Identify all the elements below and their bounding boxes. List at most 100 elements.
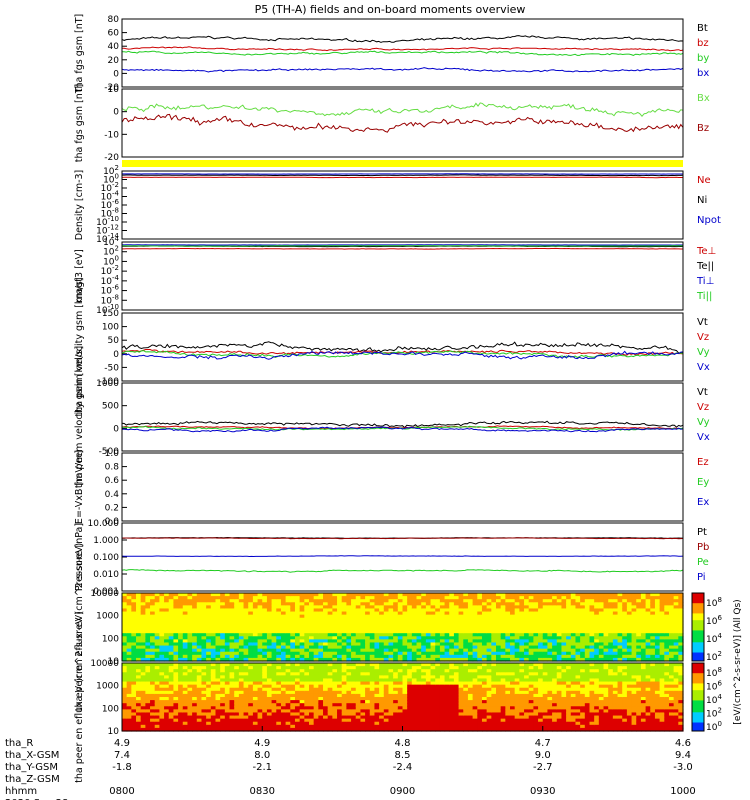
heatmap-cell (178, 687, 184, 692)
heatmap-cell (598, 623, 605, 628)
heatmap-cell (294, 630, 301, 634)
heatmap-cell (206, 623, 212, 628)
heatmap-cell (136, 663, 142, 667)
heatmap-cell (379, 700, 385, 704)
heatmap-cell (491, 617, 497, 622)
heatmap-cell (266, 697, 273, 701)
heatmap-cell (294, 675, 301, 680)
heatmap-cell (528, 596, 534, 600)
heatmap-cell (421, 690, 427, 695)
heatmap-cell (262, 700, 268, 704)
heatmap-cell (369, 645, 376, 650)
heatmap-cell (365, 687, 371, 692)
heatmap-cell (472, 666, 478, 670)
heatmap-cell (215, 724, 221, 729)
heatmap-cell (299, 596, 305, 600)
heatmap-cell (640, 630, 647, 634)
heatmap-cell (491, 672, 497, 676)
heatmap-cell (360, 633, 366, 637)
series-line-Vy (121, 425, 684, 431)
heatmap-cell (252, 636, 259, 640)
heatmap-cell (505, 602, 511, 606)
heatmap-cell (397, 700, 404, 704)
heatmap-cell (411, 617, 418, 622)
heatmap-cell (650, 648, 656, 653)
heatmap-cell (491, 706, 497, 710)
heatmap-cell (192, 602, 198, 606)
heatmap-cell (280, 697, 287, 701)
heatmap-cell (631, 593, 637, 597)
heatmap-cell (327, 639, 333, 644)
heatmap-cell (369, 700, 376, 704)
heatmap-cell (528, 721, 534, 726)
heatmap-cell (467, 620, 474, 625)
heatmap-cell (248, 693, 254, 698)
heatmap-cell (519, 663, 525, 667)
heatmap-cell (294, 663, 301, 667)
heatmap-cell (224, 617, 231, 622)
heatmap-cell (538, 724, 544, 729)
heatmap-cell (524, 715, 530, 720)
heatmap-cell (360, 684, 366, 689)
heatmap-cell (126, 636, 132, 640)
heatmap-cell (131, 678, 137, 683)
heatmap-cell (337, 706, 343, 710)
heatmap-cell (271, 617, 277, 622)
heatmap-cell (309, 654, 315, 659)
heatmap-cell (449, 703, 455, 707)
heatmap-cell (229, 684, 235, 689)
heatmap-cell (248, 709, 254, 714)
heatmap-cell (360, 721, 366, 726)
heatmap-cell (566, 617, 572, 622)
heatmap-cell (234, 678, 240, 683)
heatmap-cell (472, 724, 478, 729)
heatmap-cell (645, 608, 651, 613)
heatmap-cell (318, 630, 324, 634)
heatmap-cell (524, 593, 530, 597)
heatmap-cell (206, 684, 212, 689)
heatmap-cell (608, 642, 614, 647)
heatmap-cell (407, 614, 413, 619)
heatmap-cell (280, 718, 287, 723)
heatmap-cell (650, 623, 656, 628)
heatmap-cell (332, 690, 338, 695)
heatmap-cell (650, 620, 656, 625)
heatmap-cell (313, 721, 319, 726)
heatmap-cell (182, 675, 189, 680)
heatmap-cell (220, 611, 226, 616)
heatmap-cell (397, 605, 404, 610)
heatmap-cell (449, 721, 455, 726)
heatmap-cell (458, 700, 464, 704)
heatmap-cell (248, 639, 254, 644)
heatmap-cell (187, 593, 193, 597)
heatmap-cell (341, 684, 347, 689)
heatmap-cell (187, 617, 193, 622)
heatmap-cell (626, 605, 633, 610)
heatmap-cell (514, 693, 520, 698)
heatmap-cell (556, 599, 563, 603)
heatmap-cell (252, 608, 259, 613)
heatmap-cell (168, 669, 175, 673)
heatmap-cell (547, 672, 553, 676)
heatmap-cell (131, 703, 137, 707)
heatmap-cell (416, 709, 422, 714)
heatmap-cell (584, 617, 591, 622)
heatmap-cell (552, 657, 558, 662)
heatmap-cell (182, 608, 189, 613)
heatmap-cell (159, 617, 165, 622)
heatmap-cell (164, 709, 170, 714)
heatmap-cell (215, 706, 221, 710)
heatmap-cell (248, 700, 254, 704)
heatmap-cell (243, 630, 249, 634)
heatmap-cell (575, 672, 581, 676)
heatmap-cell (407, 642, 413, 647)
heatmap-cell (327, 593, 333, 597)
heatmap-cell (383, 657, 390, 662)
heatmap-cell (173, 602, 179, 606)
heatmap-cell (323, 687, 329, 692)
heatmap-cell (640, 614, 647, 619)
heatmap-cell (327, 724, 333, 729)
heatmap-cell (337, 605, 343, 610)
heatmap-cell (612, 602, 619, 606)
heatmap-cell (276, 712, 282, 717)
